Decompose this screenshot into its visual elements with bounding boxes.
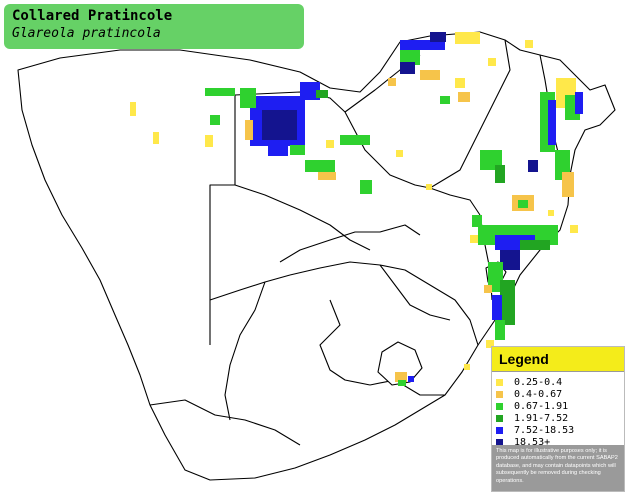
border-orange-river <box>209 274 291 301</box>
legend-swatch <box>496 426 503 434</box>
legend-disclaimer: This map is for illustrative purposes on… <box>492 445 624 491</box>
legend-item: 18.53+ <box>496 436 624 448</box>
legend-item: 7.52-18.53 <box>496 424 624 436</box>
border-limpopo <box>429 187 481 216</box>
legend-label: 1.91-7.52 <box>514 412 569 424</box>
province-line-3 <box>224 281 266 421</box>
common-name: Collared Pratincole <box>12 8 173 24</box>
legend-label: 0.4-0.67 <box>514 388 563 400</box>
legend-label: 0.67-1.91 <box>514 400 569 412</box>
legend-item: 0.67-1.91 <box>496 400 624 412</box>
legend-label: 0.25-0.4 <box>514 376 563 388</box>
legend-swatch <box>496 438 503 446</box>
border-sa-interior <box>289 261 479 346</box>
legend-label: 18.53+ <box>514 436 551 448</box>
border-namibia-east <box>209 95 236 345</box>
legend: Legend 0.25-0.4 0.4-0.67 0.67-1.91 1.91-… <box>491 346 625 492</box>
province-line-4 <box>319 299 371 386</box>
legend-heading: Legend <box>492 347 624 372</box>
title-box: Collared Pratincole Glareola pratincola <box>4 4 304 49</box>
legend-swatch <box>496 414 503 422</box>
province-line-1 <box>279 224 421 263</box>
legend-item: 0.4-0.67 <box>496 388 624 400</box>
legend-item: 1.91-7.52 <box>496 412 624 424</box>
legend-list: 0.25-0.4 0.4-0.67 0.67-1.91 1.91-7.52 7.… <box>492 376 624 448</box>
legend-item: 0.25-0.4 <box>496 376 624 388</box>
legend-swatch <box>496 378 503 386</box>
province-line-5 <box>369 379 445 396</box>
legend-swatch <box>496 390 503 398</box>
legend-swatch <box>496 402 503 410</box>
atlas-cells <box>130 32 583 386</box>
lesotho <box>377 341 423 386</box>
scientific-name: Glareola pratincola <box>12 26 161 41</box>
province-line-2 <box>379 264 451 321</box>
border-botswana-south <box>234 184 371 251</box>
province-line-6 <box>149 399 301 446</box>
border-zimbabwe-mozambique <box>429 39 511 189</box>
legend-label: 7.52-18.53 <box>514 424 575 436</box>
